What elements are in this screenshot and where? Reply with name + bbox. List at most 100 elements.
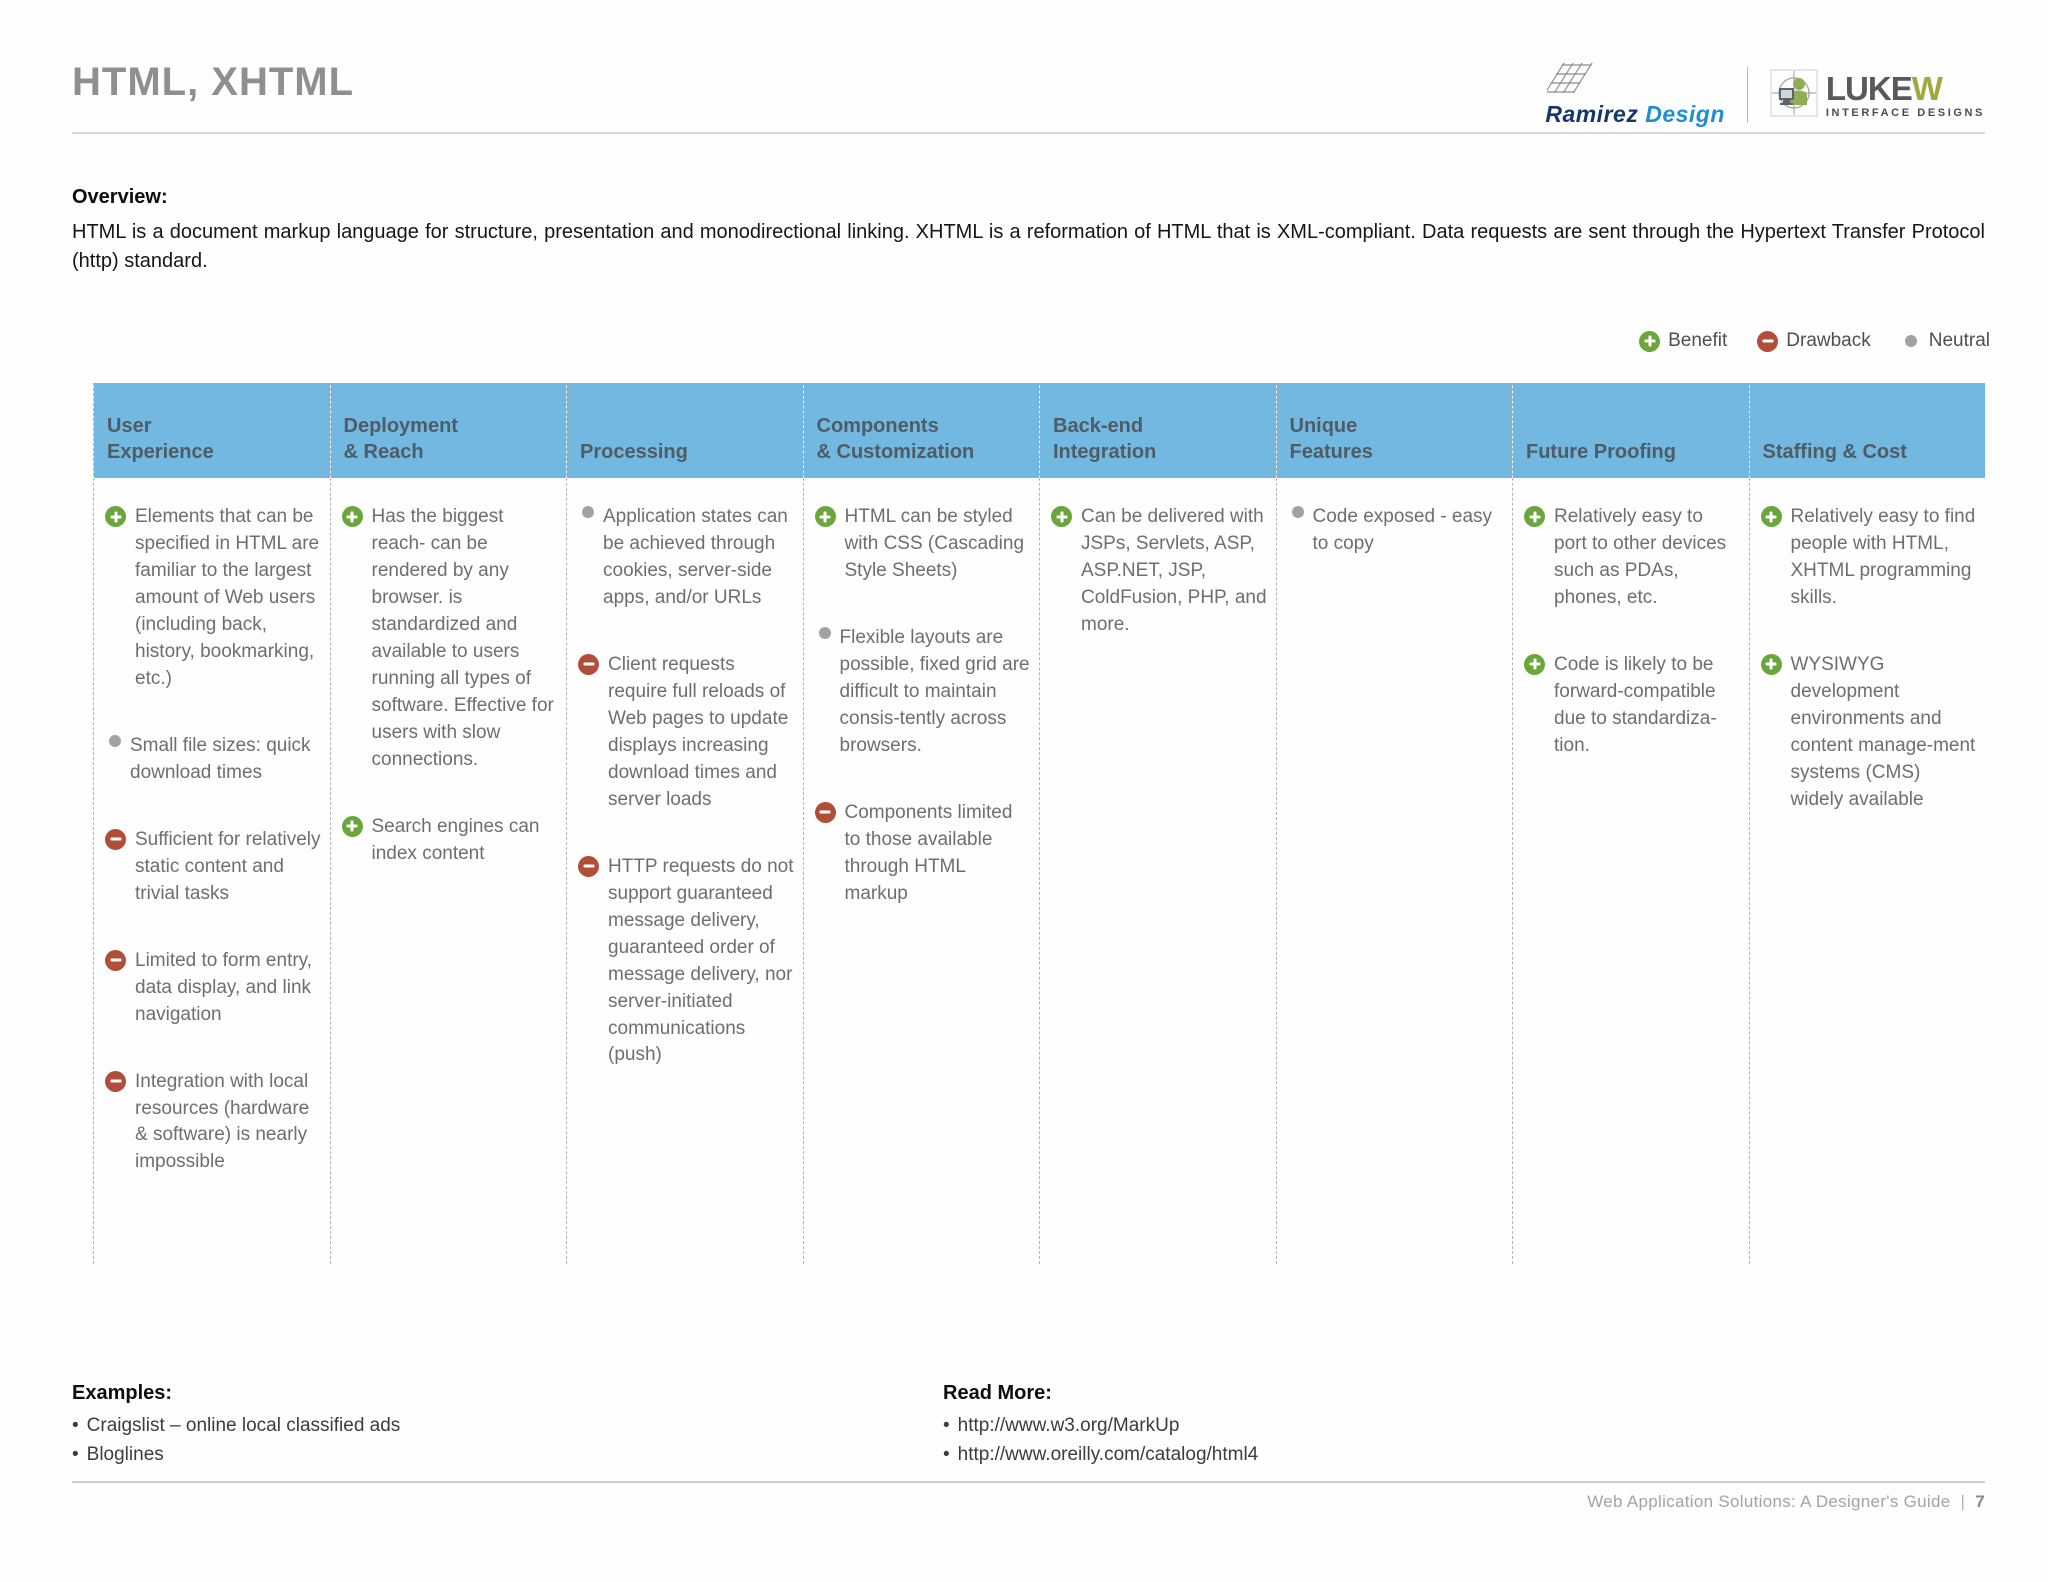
item-text: Small file sizes: quick download times [130, 734, 311, 783]
list-item: • http://www.w3.org/MarkUp [943, 1411, 1258, 1440]
lukew-figure-icon [1770, 69, 1818, 122]
table-item: Relatively easy to port to other devices… [1524, 504, 1741, 612]
table-item: Small file sizes: quick download times [105, 733, 322, 787]
table-item: Sufficient for relatively static content… [105, 827, 322, 908]
footer-divider [72, 1481, 1985, 1483]
column-body: Can be delivered with JSPs, Servlets, AS… [1040, 478, 1276, 1264]
drawback-icon [814, 801, 836, 823]
neutral-icon [818, 626, 831, 639]
benefit-icon [105, 506, 126, 527]
benefit-icon [341, 506, 363, 527]
item-text: Can be delivered with JSPs, Servlets, AS… [1081, 506, 1267, 635]
page-number: 7 [1975, 1492, 1985, 1511]
item-text: HTML can be styled with CSS (Cascading S… [844, 506, 1025, 581]
column-body: Code exposed - easy to copy [1277, 478, 1513, 1264]
example-text: Craigslist – online local classified ads [86, 1415, 401, 1436]
lukew-wordmark: LUKEW INTERFACE DESIGNS [1826, 72, 1985, 119]
brand-name: LUKE [1825, 69, 1913, 107]
legend-label: Benefit [1668, 330, 1728, 351]
drawback-icon [578, 653, 599, 675]
list-item: • Craigslist – online local classified ad… [72, 1411, 400, 1440]
read-more-link[interactable]: http://www.oreilly.com/catalog/html4 [957, 1444, 1259, 1466]
table-item: Code exposed - easy to copy [1288, 504, 1505, 558]
table-column-unique-features: Unique Features Code exposed - easy to c… [1275, 383, 1513, 1264]
benefit-icon [1524, 653, 1545, 675]
column-header: Deployment & Reach [330, 383, 566, 478]
table-item: Client requests require full reloads of … [578, 652, 795, 814]
bullet-icon: • [943, 1444, 950, 1466]
brand-name: Ramirez [1545, 101, 1639, 127]
page-footer: Web Application Solutions: A Designer's … [1587, 1492, 1985, 1512]
examples-heading: Examples: [72, 1382, 173, 1404]
benefit-icon [814, 506, 836, 527]
table-item: Elements that can be specified in HTML a… [105, 504, 322, 693]
list-item: • http://www.oreilly.com/catalog/html4 [943, 1440, 1258, 1469]
legend: Benefit Drawback Neutral [1639, 330, 1990, 352]
overview-section: Overview: HTML is a document markup lang… [72, 186, 1985, 276]
column-header: Processing [567, 383, 803, 478]
brand-name-accent: W [1911, 69, 1943, 107]
brand-tagline: INTERFACE DESIGNS [1825, 106, 1985, 119]
item-text: Elements that can be specified in HTML a… [135, 506, 320, 689]
drawback-icon [1757, 330, 1779, 352]
table-item: Integration with local resources (hardwa… [105, 1069, 322, 1177]
legend-label: Neutral [1928, 330, 1990, 351]
table-column-components-customization: Components & Customization HTML can be s… [802, 383, 1039, 1264]
read-more-section: Read More: • http://www.w3.org/MarkUp • ht… [943, 1382, 1258, 1470]
item-text: Integration with local resources (hardwa… [135, 1070, 310, 1173]
table-item: Flexible layouts are possible, fixed gri… [815, 625, 1032, 760]
benefit-icon [1760, 506, 1782, 527]
item-text: Sufficient for relatively static content… [135, 828, 321, 904]
item-text: Flexible layouts are possible, fixed gri… [839, 626, 1030, 756]
example-text: Bloglines [86, 1444, 164, 1466]
footer-document-title: Web Application Solutions: A Designer's … [1587, 1492, 1951, 1511]
bullet-icon: • [72, 1415, 79, 1436]
table-item: HTML can be styled with CSS (Cascading S… [814, 504, 1032, 585]
ramirez-design-logo: Ramirez Design [1544, 62, 1725, 128]
column-body: Relatively easy to port to other devices… [1513, 478, 1749, 1264]
title-divider [72, 132, 1985, 134]
table-column-deployment-reach: Deployment & Reach Has the biggest reach… [329, 383, 566, 1264]
drawback-icon [105, 949, 126, 971]
overview-text: HTML is a document markup language for s… [72, 221, 1985, 272]
column-header: Back-end Integration [1040, 383, 1276, 478]
benefit-icon [1524, 506, 1545, 527]
item-text: Components limited to those available th… [844, 801, 1013, 904]
table-item: Components limited to those available th… [814, 800, 1032, 908]
item-text: Search engines can index content [371, 815, 540, 864]
drawback-icon [578, 855, 599, 877]
column-header: Components & Customization [803, 383, 1039, 478]
column-header: Unique Features [1276, 383, 1512, 478]
table-item: HTTP requests do not support guaranteed … [578, 854, 795, 1070]
item-text: Code exposed - easy to copy [1312, 506, 1493, 554]
neutral-icon [1904, 335, 1917, 347]
comparison-table: User Experience Elements that can be spe… [93, 383, 1985, 1264]
column-body: Elements that can be specified in HTML a… [94, 478, 330, 1264]
list-item: • Bloglines [72, 1440, 400, 1469]
benefit-icon [1760, 653, 1782, 675]
column-header: Staffing & Cost [1749, 383, 1985, 478]
item-text: Has the biggest reach- can be rendered b… [371, 506, 554, 770]
overview-heading: Overview: [72, 186, 168, 208]
item-text: Relatively easy to find people with HTML… [1790, 506, 1976, 608]
table-item: Application states can be achieved throu… [578, 504, 795, 612]
table-column-backend-integration: Back-end Integration Can be delivered wi… [1039, 383, 1276, 1264]
read-more-heading: Read More: [943, 1382, 1052, 1404]
read-more-link[interactable]: http://www.w3.org/MarkUp [957, 1415, 1180, 1436]
brand-name-accent: Design [1645, 101, 1725, 127]
legend-label: Drawback [1786, 330, 1871, 351]
item-text: Application states can be achieved throu… [603, 506, 788, 608]
table-item: Search engines can index content [341, 814, 559, 868]
item-text: Relatively easy to port to other devices… [1554, 506, 1727, 608]
item-text: Code is likely to be forward-compatible … [1554, 653, 1717, 756]
benefit-icon [1051, 506, 1072, 527]
column-header: Future Proofing [1513, 383, 1749, 478]
page-header-brands: Ramirez Design [1544, 62, 1985, 128]
column-body: Relatively easy to find people with HTML… [1750, 478, 1986, 1264]
legend-benefit: Benefit [1639, 330, 1727, 352]
benefit-icon [1639, 330, 1661, 352]
drawback-icon [105, 1070, 126, 1092]
legend-drawback: Drawback [1757, 330, 1871, 352]
table-column-staffing-cost: Staffing & Cost Relatively easy to find … [1748, 383, 1986, 1264]
neutral-icon [582, 506, 594, 518]
